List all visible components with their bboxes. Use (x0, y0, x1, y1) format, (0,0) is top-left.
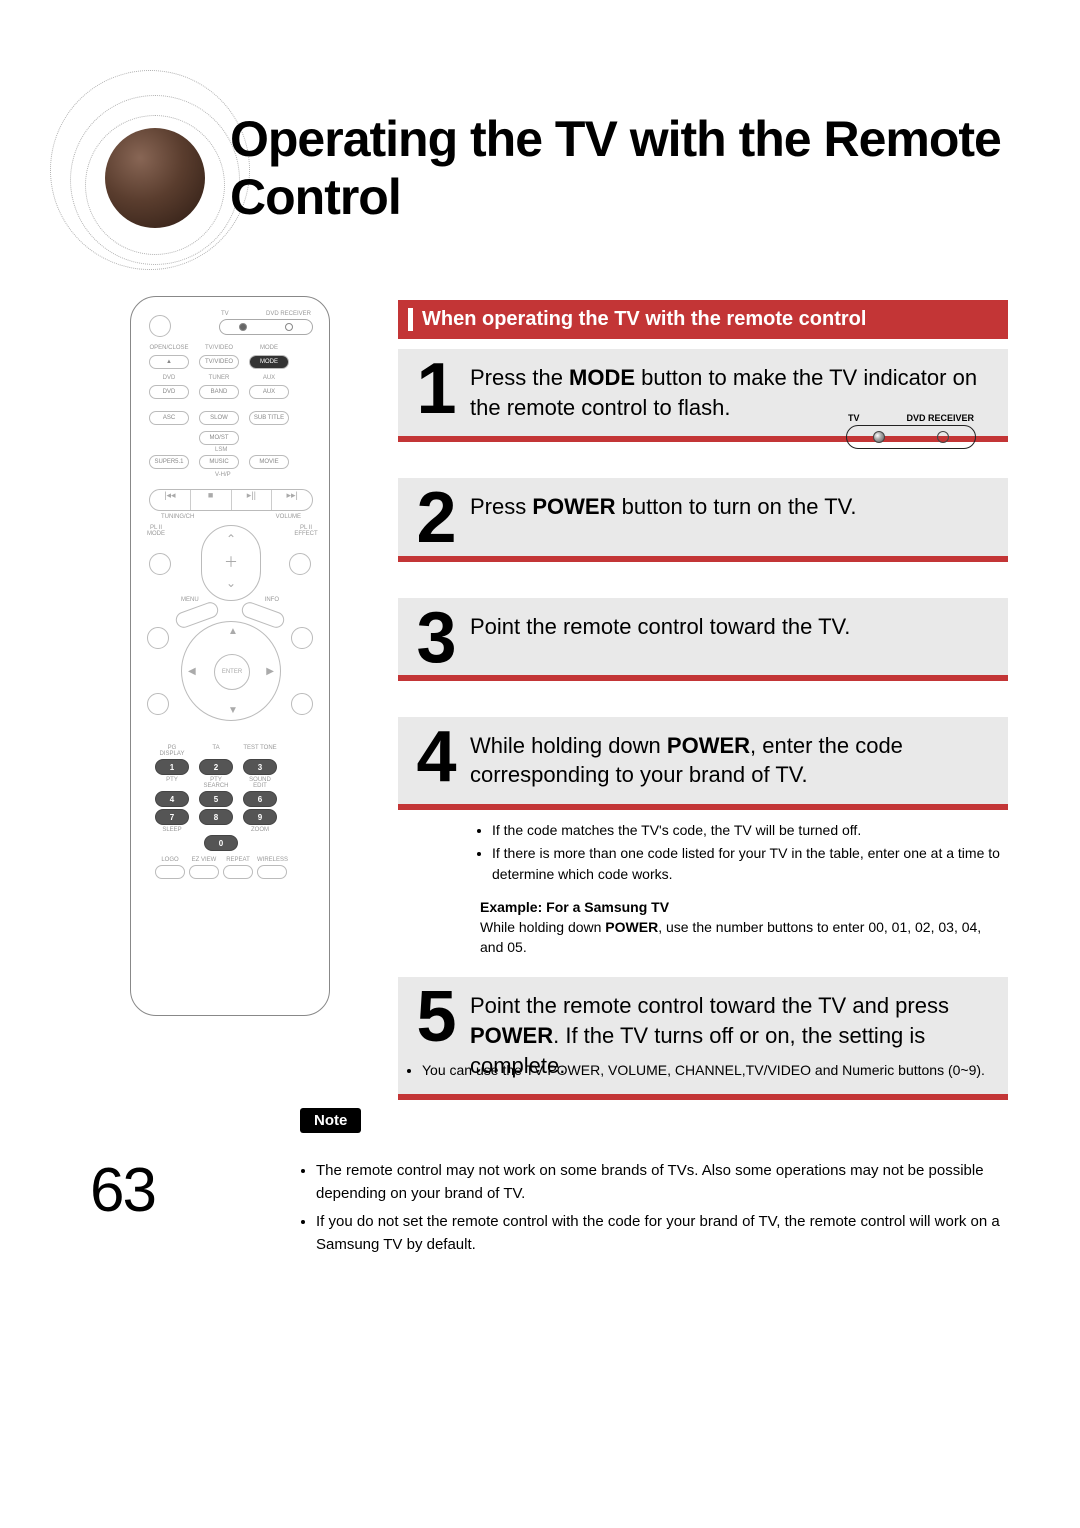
mode-indicator-diagram: TV DVD RECEIVER (846, 413, 976, 449)
note-badge: Note (300, 1108, 361, 1133)
step-number: 1 (398, 353, 466, 426)
step-2: 2 Press POWER button to turn on the TV. (398, 478, 1008, 561)
remote-btn: TV/VIDEO (199, 355, 239, 369)
remote-tv-label: TV (221, 311, 229, 317)
step-4-bullets: If the code matches the TV's code, the T… (398, 810, 1008, 885)
step-5-note-bullets: You can use the TV POWER, VOLUME, CHANNE… (408, 1060, 985, 1084)
note-block: Note You can use the TV POWER, VOLUME, C… (300, 1108, 1010, 1133)
power-icon (149, 315, 171, 337)
steps-column: When operating the TV with the remote co… (398, 300, 1008, 1110)
section-header: When operating the TV with the remote co… (398, 300, 1008, 339)
footer-notes: The remote control may not work on some … (300, 1160, 1010, 1262)
step-3: 3 Point the remote control toward the TV… (398, 598, 1008, 681)
page-number: 63 (90, 1155, 155, 1226)
step-1: 1 Press the MODE button to make the TV i… (398, 349, 1008, 442)
remote-dvdrx-label: DVD RECEIVER (266, 311, 311, 317)
tv-led-icon (873, 431, 885, 443)
remote-btn: ▲ (149, 355, 189, 369)
remote-dpad: ENTER ▲ ▼ ◀ ▶ (181, 621, 281, 721)
page-title: Operating the TV with the Remote Control (230, 110, 1080, 226)
step-4: 4 While holding down POWER, enter the co… (398, 717, 1008, 958)
remote-illustration: TV DVD RECEIVER ▲ TV/VIDEO MODE OPEN/CLO… (130, 296, 330, 1016)
remote-mode-btn: MODE (249, 355, 289, 369)
dvd-led-icon (937, 431, 949, 443)
